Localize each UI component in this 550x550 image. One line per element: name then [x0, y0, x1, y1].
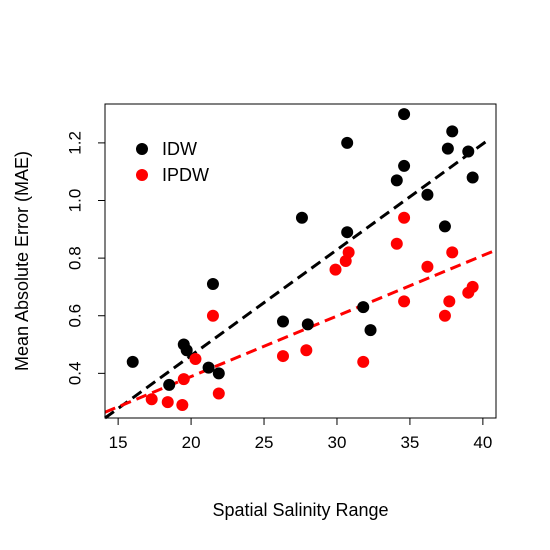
point-ipdw	[421, 260, 434, 273]
point-idw	[441, 142, 454, 155]
point-ipdw	[438, 309, 451, 322]
legend-label-idw: IDW	[162, 139, 197, 159]
point-ipdw	[189, 352, 202, 365]
point-idw	[357, 301, 370, 314]
point-ipdw	[206, 309, 219, 322]
point-idw	[126, 355, 139, 368]
data-points	[126, 108, 479, 412]
point-ipdw	[300, 344, 313, 357]
point-idw	[341, 226, 354, 239]
point-idw	[466, 171, 479, 184]
point-idw	[398, 159, 411, 172]
legend: IDW IPDW	[136, 139, 209, 185]
x-tick-label: 25	[255, 433, 274, 452]
point-ipdw	[329, 263, 342, 276]
point-idw	[446, 125, 459, 138]
legend-marker-ipdw	[136, 169, 148, 181]
y-tick-label: 0.4	[66, 362, 85, 386]
point-idw	[462, 145, 475, 158]
x-axis: 15 20 25 30 35 40	[109, 417, 492, 452]
point-idw	[341, 136, 354, 149]
point-ipdw	[398, 211, 411, 224]
legend-label-ipdw: IPDW	[162, 165, 209, 185]
point-ipdw	[443, 295, 456, 308]
x-tick-label: 15	[109, 433, 128, 452]
point-ipdw	[342, 246, 355, 259]
point-idw	[301, 318, 314, 331]
point-ipdw	[212, 387, 225, 400]
y-tick-label: 0.8	[66, 246, 85, 270]
x-tick-label: 30	[328, 433, 347, 452]
point-idw	[364, 324, 377, 337]
y-tick-label: 0.6	[66, 304, 85, 328]
point-idw	[206, 278, 219, 291]
point-ipdw	[145, 393, 158, 406]
x-axis-title: Spatial Salinity Range	[212, 500, 388, 520]
point-idw	[180, 344, 193, 357]
x-tick-label: 35	[400, 433, 419, 452]
trend-line-idw	[104, 137, 492, 420]
x-tick-label: 40	[473, 433, 492, 452]
point-idw	[421, 188, 434, 201]
point-idw	[163, 378, 176, 391]
point-ipdw	[176, 399, 189, 412]
y-tick-label: 1.2	[66, 131, 85, 155]
point-idw	[390, 174, 403, 187]
point-ipdw	[161, 396, 174, 409]
point-ipdw	[357, 355, 370, 368]
point-idw	[398, 108, 411, 121]
point-idw	[202, 361, 215, 374]
point-ipdw	[177, 373, 190, 386]
point-idw	[212, 367, 225, 380]
point-ipdw	[466, 280, 479, 293]
point-idw	[276, 315, 289, 328]
point-ipdw	[446, 246, 459, 259]
point-ipdw	[276, 350, 289, 363]
y-tick-label: 1.0	[66, 189, 85, 213]
y-axis: 0.4 0.6 0.8 1.0 1.2	[66, 131, 106, 385]
point-ipdw	[390, 237, 403, 250]
point-idw	[295, 211, 308, 224]
point-ipdw	[398, 295, 411, 308]
y-axis-title: Mean Absolute Error (MAE)	[12, 151, 32, 371]
legend-marker-idw	[136, 143, 148, 155]
x-tick-label: 20	[182, 433, 201, 452]
point-idw	[438, 220, 451, 233]
